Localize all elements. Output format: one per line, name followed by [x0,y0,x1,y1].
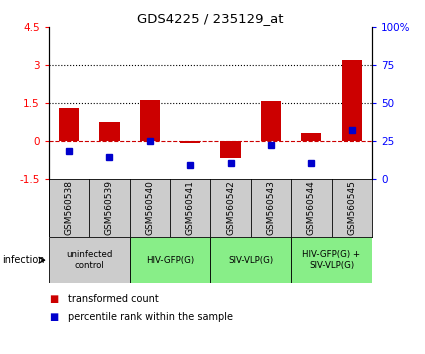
Text: GSM560540: GSM560540 [145,181,154,235]
Text: GSM560538: GSM560538 [65,181,74,235]
Text: ■: ■ [49,294,58,304]
Bar [49,237,130,283]
Bar [342,59,362,141]
Text: infection: infection [2,255,45,265]
Text: percentile rank within the sample: percentile rank within the sample [68,312,233,322]
Bar [291,237,372,283]
Bar [301,133,321,141]
Text: HIV-GFP(G): HIV-GFP(G) [146,256,194,265]
Text: GSM560539: GSM560539 [105,181,114,235]
Text: SIV-VLP(G): SIV-VLP(G) [228,256,273,265]
Text: uninfected
control: uninfected control [66,251,113,270]
Text: transformed count: transformed count [68,294,159,304]
Text: ■: ■ [49,312,58,322]
Text: GSM560544: GSM560544 [307,181,316,235]
Bar [130,237,210,283]
Text: GSM560542: GSM560542 [226,181,235,235]
Text: GSM560543: GSM560543 [266,181,275,235]
Title: GDS4225 / 235129_at: GDS4225 / 235129_at [137,12,283,25]
Bar [210,237,291,283]
Text: GSM560541: GSM560541 [186,181,195,235]
Bar [99,122,119,141]
Bar [261,101,281,141]
Bar [221,141,241,158]
Bar [140,100,160,141]
Text: HIV-GFP(G) +
SIV-VLP(G): HIV-GFP(G) + SIV-VLP(G) [303,251,360,270]
Text: GSM560545: GSM560545 [347,181,356,235]
Bar [59,108,79,141]
Bar [180,141,200,143]
